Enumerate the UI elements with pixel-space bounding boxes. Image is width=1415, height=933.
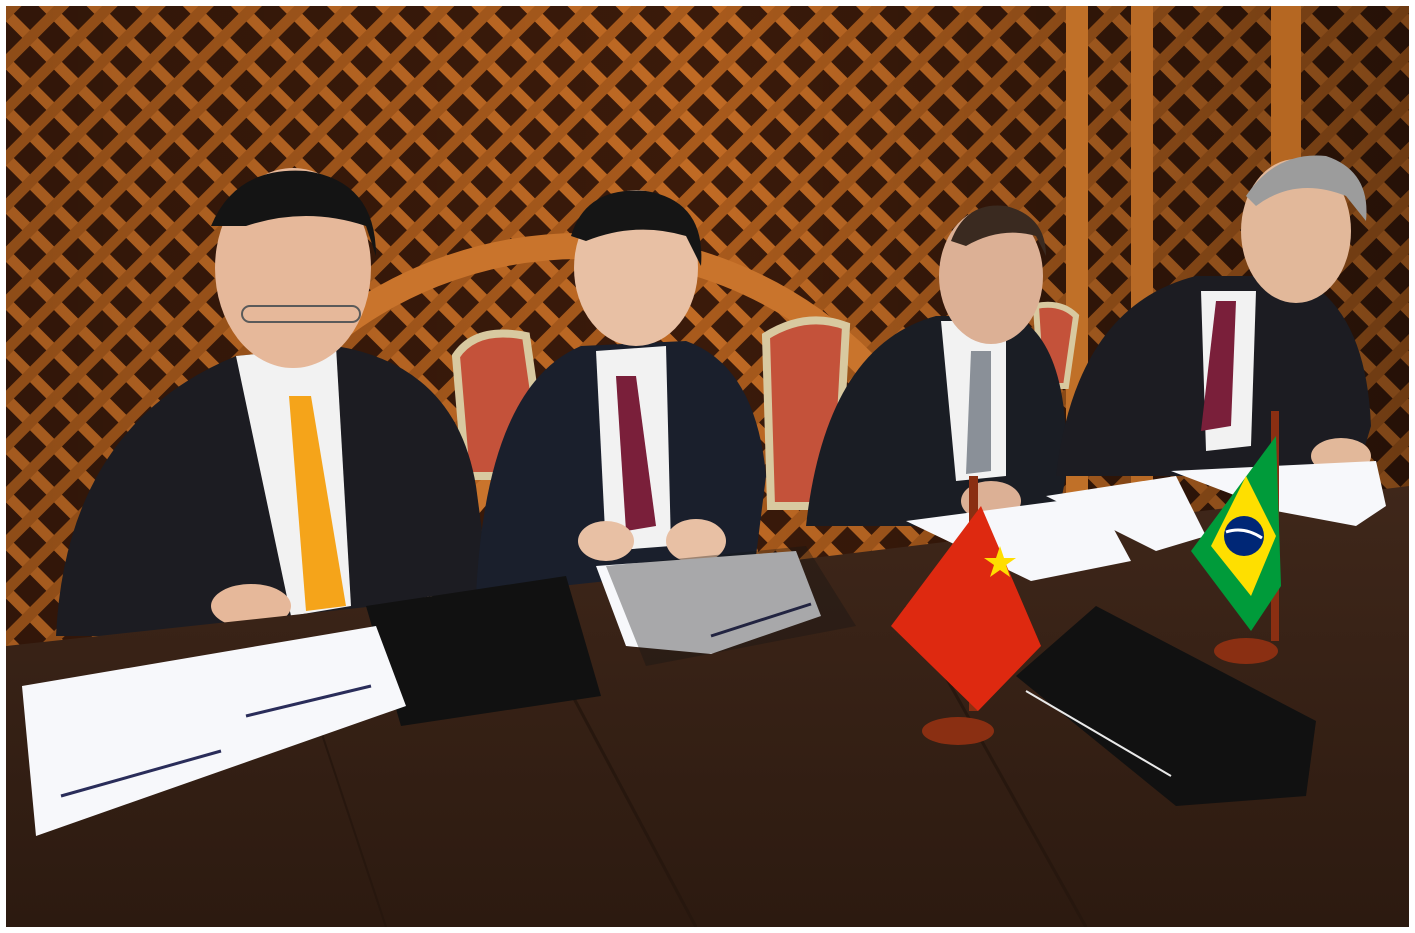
person-center-left-burgundy-tie xyxy=(476,190,766,596)
signing-ceremony-photo xyxy=(6,6,1409,927)
person-center-right-grey-tie xyxy=(806,205,1067,526)
person-right-burgundy-tie xyxy=(1056,155,1371,476)
photo-scene xyxy=(6,6,1409,927)
person-left-orange-tie xyxy=(56,168,496,656)
signing-document-left xyxy=(22,626,406,836)
signing-document-center-left xyxy=(596,551,821,654)
brazil-flag-icon xyxy=(1191,411,1281,664)
chairs xyxy=(451,301,1080,510)
closed-black-folder xyxy=(1016,606,1316,806)
china-flag-icon xyxy=(891,476,1041,745)
signing-document-center-right xyxy=(906,496,1131,581)
document-folders xyxy=(22,461,1386,836)
